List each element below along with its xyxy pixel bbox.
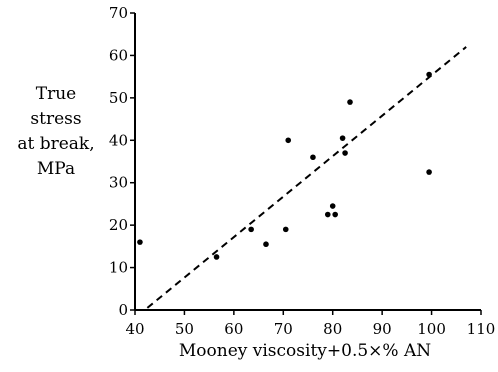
y-tick-label: 20 [109,216,128,234]
y-tick-label: 60 [109,46,128,64]
x-axis-label: Mooney viscosity+0.5×% AN [178,341,432,361]
x-tick-label: 60 [224,320,243,338]
data-point [426,71,432,78]
trend-line-group [146,46,467,309]
x-tick-label: 90 [373,320,392,338]
trend-line [146,46,467,309]
y-axis-label-line: True [35,84,77,104]
y-axis-label-line: MPa [36,159,76,179]
data-point [310,154,316,161]
y-axis-label: True stress at break, MPa [0,82,112,182]
data-point [347,99,353,105]
y-tick-label: 50 [109,89,128,107]
data-point [342,150,348,156]
y-axis-label-line: at break, [17,134,95,154]
x-tick-label: 100 [417,320,446,338]
x-tick-label: 50 [175,320,194,338]
data-point [263,241,269,248]
data-point [339,135,346,141]
x-tick-label: 40 [125,320,144,338]
y-tick-label: 30 [109,174,128,192]
y-tick-label: 40 [109,131,128,149]
data-point [324,211,331,218]
data-point [329,203,336,209]
x-tick-label: 70 [274,320,293,338]
plot-axes: 0 10 20 30 40 50 60 70 40 50 60 70 80 90 100 110 [109,4,495,338]
data-point [332,211,338,218]
x-tick-label: 80 [323,320,342,338]
data-point [426,169,432,175]
data-point [285,137,292,144]
data-point [213,254,220,260]
data-points [137,71,432,260]
y-axis-label-line: stress [30,109,82,129]
x-tick-label: 110 [467,320,496,338]
y-tick-label: 0 [118,301,128,319]
data-point [248,226,254,233]
data-point [282,226,289,233]
data-point [137,239,143,245]
y-tick-label: 70 [109,4,128,22]
y-tick-label: 10 [109,259,128,277]
